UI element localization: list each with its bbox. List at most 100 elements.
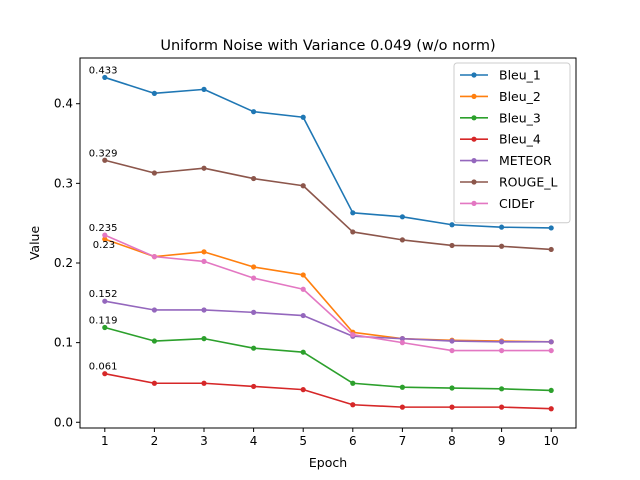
- data-point-cider: [548, 347, 554, 354]
- x-tick-label: 5: [299, 434, 307, 448]
- data-point-rouge-l: [499, 243, 505, 249]
- data-point-cider: [300, 286, 306, 292]
- legend-item-bleu-3: Bleu_3: [460, 110, 541, 125]
- data-point-rouge-l: [548, 246, 554, 253]
- data-point-bleu-3: [251, 345, 257, 351]
- legend-label: ROUGE_L: [499, 175, 558, 190]
- chart-title: Uniform Noise with Variance 0.049 (w/o n…: [160, 38, 495, 54]
- series-line-bleu-4: [104, 372, 552, 410]
- data-point-rouge-l: [102, 157, 108, 163]
- legend-label: CIDEr: [499, 196, 535, 211]
- data-point-bleu-4: [251, 383, 257, 390]
- x-tick-label: 3: [200, 434, 208, 448]
- y-tick-label: 0.3: [54, 176, 73, 190]
- data-point-bleu-2: [201, 249, 207, 255]
- data-point-cider: [499, 347, 505, 354]
- legend-label: METEOR: [499, 153, 552, 168]
- data-point-bleu-4: [300, 387, 306, 393]
- legend-item-bleu-1: Bleu_1: [460, 68, 541, 83]
- legend-swatch-marker: [471, 200, 477, 206]
- y-tick-label: 0.2: [54, 256, 73, 270]
- x-tick-label: 7: [399, 434, 407, 448]
- data-point-rouge-l: [449, 242, 455, 249]
- x-tick-label: 2: [151, 434, 159, 448]
- legend-item-bleu-4: Bleu_4: [460, 132, 541, 147]
- legend-swatch-marker: [471, 158, 477, 164]
- series-rouge-l: 0.329: [89, 148, 554, 253]
- data-label-bleu-4: 0.061: [89, 362, 118, 373]
- legend-label: Bleu_4: [499, 132, 541, 147]
- axes-frame: [79, 57, 577, 429]
- data-label-cider: 0.235: [89, 223, 118, 234]
- legend-label: Bleu_1: [499, 68, 541, 83]
- data-point-bleu-1: [102, 74, 108, 81]
- data-point-rouge-l: [300, 183, 306, 189]
- series-meteor: 0.152: [89, 289, 554, 345]
- data-point-cider: [350, 332, 356, 338]
- y-tick-label: 0.4: [54, 97, 73, 111]
- series-line-meteor: [104, 300, 552, 343]
- data-point-bleu-4: [449, 404, 455, 410]
- data-point-bleu-1: [151, 90, 157, 96]
- y-axis-label: Value: [27, 226, 42, 261]
- legend-swatch-marker: [471, 115, 477, 121]
- data-point-cider: [102, 232, 108, 238]
- legend-item-rouge-l: ROUGE_L: [460, 175, 558, 190]
- data-point-bleu-4: [151, 380, 157, 386]
- data-point-bleu-3: [548, 387, 554, 394]
- series-line-bleu-1: [104, 76, 552, 229]
- data-point-bleu-4: [102, 371, 108, 377]
- plot-area: 0.433 0.23 0.119 0.061 0.152 0.329 0.235: [89, 65, 554, 412]
- data-point-bleu-3: [449, 385, 455, 391]
- series-line-rouge-l: [104, 159, 552, 251]
- legend-box: [453, 62, 571, 224]
- data-point-bleu-3: [102, 324, 108, 331]
- legend-swatch-marker: [471, 93, 477, 99]
- data-point-bleu-3: [300, 349, 306, 355]
- x-tick-label: 4: [250, 434, 258, 448]
- series-bleu-1: 0.433: [89, 65, 554, 231]
- data-point-rouge-l: [399, 237, 405, 243]
- data-point-bleu-4: [350, 402, 356, 408]
- legend-swatch-marker: [471, 136, 477, 142]
- data-point-meteor: [201, 307, 207, 313]
- series-bleu-4: 0.061: [89, 362, 554, 412]
- data-point-bleu-2: [300, 272, 306, 278]
- data-point-meteor: [449, 338, 455, 344]
- y-axis: 0.0 0.1 0.2 0.3 0.4: [54, 97, 80, 429]
- data-label-bleu-2: 0.23: [93, 240, 115, 251]
- data-point-rouge-l: [251, 175, 257, 182]
- legend-label: Bleu_3: [499, 110, 541, 125]
- data-point-bleu-1: [499, 224, 505, 230]
- data-point-bleu-1: [449, 222, 455, 228]
- data-point-bleu-3: [499, 386, 505, 392]
- series-cider: 0.235: [89, 223, 554, 354]
- data-label-rouge-l: 0.329: [89, 148, 118, 159]
- data-label-bleu-3: 0.119: [89, 315, 118, 326]
- data-label-meteor: 0.152: [89, 289, 118, 300]
- data-point-bleu-2: [251, 264, 257, 270]
- data-point-bleu-4: [399, 404, 405, 410]
- data-point-meteor: [300, 312, 306, 319]
- legend-item-bleu-2: Bleu_2: [460, 89, 541, 104]
- x-tick-label: 10: [544, 434, 559, 448]
- data-point-bleu-3: [350, 380, 356, 386]
- legend: Bleu_1 Bleu_2 Bleu_3 Bleu_4 METEOR ROUGE_L CID…: [453, 62, 571, 224]
- data-point-cider: [251, 275, 257, 281]
- data-point-bleu-1: [350, 210, 356, 216]
- data-point-bleu-3: [201, 336, 207, 342]
- y-tick-label: 0.1: [54, 336, 73, 350]
- y-tick-label: 0.0: [54, 415, 73, 429]
- x-tick-label: 1: [101, 434, 109, 448]
- data-point-meteor: [499, 339, 505, 345]
- data-point-cider: [151, 254, 157, 260]
- legend-swatch-marker: [471, 72, 477, 78]
- x-tick-label: 9: [498, 434, 506, 448]
- data-point-cider: [399, 340, 405, 346]
- data-point-rouge-l: [350, 229, 356, 235]
- x-tick-label: 6: [349, 434, 357, 448]
- series-line-cider: [104, 234, 552, 352]
- series-line-bleu-3: [104, 326, 552, 392]
- data-point-rouge-l: [201, 165, 207, 171]
- data-point-bleu-3: [151, 338, 157, 344]
